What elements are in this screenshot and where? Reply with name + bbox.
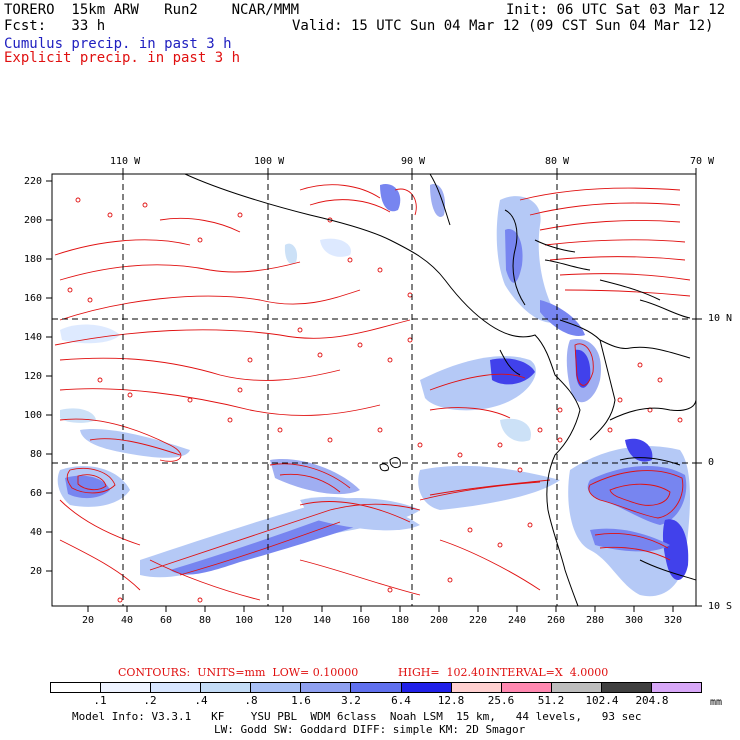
init-time: Init: 06 UTC Sat 03 Mar 12	[506, 2, 726, 18]
y-label-160: 160	[24, 293, 43, 304]
colorbar-label: 204.8	[635, 694, 669, 707]
colorbar-swatch	[651, 683, 702, 692]
x-label-200: 200	[430, 615, 449, 626]
colorbar-swatch	[101, 683, 152, 692]
x-label-20: 20	[82, 615, 95, 626]
x-label-260: 260	[547, 615, 566, 626]
colorbar-swatch	[501, 683, 552, 692]
x-label-280: 280	[586, 615, 605, 626]
colorbar-label: 51.2	[537, 694, 565, 707]
colorbar-swatch	[251, 683, 302, 692]
model-info: Model Info: V3.3.1 KF YSU PBL WDM 6class…	[72, 710, 642, 723]
x-label-120: 120	[274, 615, 293, 626]
x-label-320: 320	[664, 615, 683, 626]
contours-high: HIGH= 102.40	[398, 666, 486, 679]
y-label-180: 180	[24, 254, 43, 265]
y-label-120: 120	[24, 371, 43, 382]
lon-label-110w: 110 W	[110, 156, 141, 167]
x-label-240: 240	[508, 615, 527, 626]
colorbar-swatch	[451, 683, 502, 692]
x-label-60: 60	[160, 615, 173, 626]
model-title: TORERO 15km ARW Run2 NCAR/MMM	[4, 2, 300, 18]
colorbar-swatch	[301, 683, 352, 692]
colorbar-label: 25.6	[487, 694, 515, 707]
model-physics: LW: Godd SW: Goddard DIFF: simple KM: 2D…	[214, 723, 526, 736]
x-label-140: 140	[313, 615, 332, 626]
colorbar-swatch	[601, 683, 652, 692]
contour-specks	[67, 197, 683, 603]
colorbar-label: .1	[93, 694, 107, 707]
colorbar-label: 12.8	[437, 694, 465, 707]
x-label-160: 160	[352, 615, 371, 626]
y-label-60: 60	[30, 488, 43, 499]
lon-label-80w: 80 W	[545, 156, 570, 167]
contours-interval: INTERVAL=X 4.0000	[486, 666, 609, 679]
map-frame	[51, 173, 697, 607]
x-label-40: 40	[121, 615, 134, 626]
coastlines	[184, 174, 696, 606]
colorbar-label: 102.4	[585, 694, 619, 707]
lat-label-0: 0	[708, 457, 715, 468]
x-label-180: 180	[391, 615, 410, 626]
colorbar-swatch	[401, 683, 452, 692]
cumulus-precip-areas	[57, 184, 690, 597]
x-label-220: 220	[469, 615, 488, 626]
forecast-hour: Fcst: 33 h	[4, 18, 106, 34]
colorbar-label: .2	[143, 694, 157, 707]
lat-lon-grid	[52, 174, 696, 606]
y-label-20: 20	[30, 566, 43, 577]
colorbar-label: 3.2	[341, 694, 361, 707]
colorbar-swatch	[151, 683, 202, 692]
precip-colorbar	[50, 682, 702, 693]
colorbar-label: 6.4	[391, 694, 411, 707]
lat-label-10n: 10 N	[708, 313, 733, 324]
valid-time: Valid: 15 UTC Sun 04 Mar 12 (09 CST Sun …	[292, 18, 714, 34]
colorbar-label: .4	[194, 694, 208, 707]
x-label-300: 300	[625, 615, 644, 626]
colorbar-swatch	[51, 683, 102, 692]
y-label-200: 200	[24, 215, 43, 226]
explicit-precip-label: Explicit precip. in past 3 h	[4, 50, 241, 66]
y-label-220: 220	[24, 176, 43, 187]
colorbar-swatch	[351, 683, 402, 692]
lon-label-70w: 70 W	[690, 156, 715, 167]
colorbar-label: .8	[244, 694, 258, 707]
y-label-80: 80	[30, 449, 43, 460]
x-label-80: 80	[199, 615, 212, 626]
explicit-precip-contours	[54, 184, 691, 601]
colorbar-swatch	[201, 683, 252, 692]
y-label-140: 140	[24, 332, 43, 343]
x-label-100: 100	[235, 615, 254, 626]
lon-label-90w: 90 W	[401, 156, 426, 167]
cumulus-precip-label: Cumulus precip. in past 3 h	[4, 36, 232, 52]
lon-label-100w: 100 W	[254, 156, 285, 167]
axis-ticks	[46, 168, 702, 612]
colorbar-label: 1.6	[291, 694, 311, 707]
colorbar-swatch	[551, 683, 602, 692]
y-label-40: 40	[30, 527, 43, 538]
colorbar-unit: mm	[710, 697, 723, 708]
contours-units-low: CONTOURS: UNITS=mm LOW= 0.10000	[118, 666, 359, 679]
y-label-100: 100	[24, 410, 43, 421]
lat-label-10s: 10 S	[708, 601, 733, 612]
